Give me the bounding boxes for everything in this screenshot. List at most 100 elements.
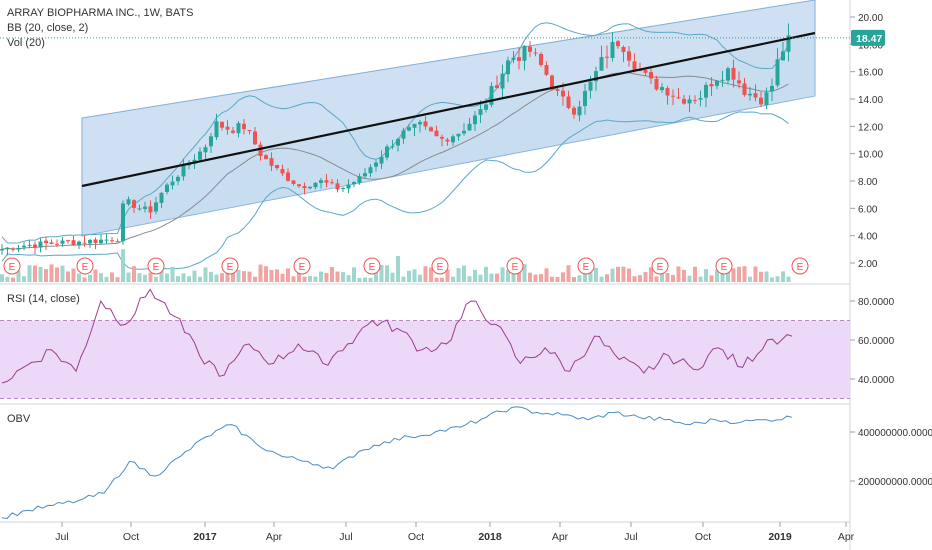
time-tick-label: Apr [838,531,855,543]
volume-bar [583,273,587,282]
candle-body [143,206,147,210]
candle-body [605,56,609,58]
last-price-label: 18.47 [856,33,882,45]
earnings-marker-letter: E [369,262,376,273]
candle-body [385,146,389,158]
price-tick-label: 4.00 [858,232,878,243]
volume-bar [132,266,136,282]
candle-body [258,144,263,157]
candle-body [88,239,92,244]
candle-body [324,180,329,183]
candle-body [484,104,488,110]
rsi-indicator-label[interactable]: RSI (14, close) [7,293,80,305]
volume-bar [363,277,367,282]
volume-bar [297,271,301,282]
earnings-marker [577,257,595,275]
volume-bar [302,276,307,282]
volume-bar [176,276,180,282]
candle-body [539,53,543,65]
volume-bar [352,267,356,282]
candle-body [478,109,483,115]
candle-body [264,155,268,160]
price-tick-label: 14.00 [858,95,883,106]
candle-body [115,241,120,243]
volume-bar [49,264,54,282]
candle-body [280,169,285,174]
volume-bar [148,272,153,282]
earnings-marker-letter: E [583,262,590,273]
volume-bar [566,265,571,282]
volume-bar [385,265,389,282]
volume-bar [220,273,224,282]
symbol-title[interactable]: ARRAY BIOPHARMA INC., 1W, BATS [7,7,194,19]
candle-body [16,248,21,250]
earnings-marker-letter: E [153,262,160,273]
candle-body [165,184,169,192]
candle-body [286,172,290,181]
volume-bar [368,277,373,282]
candle-body [121,203,125,242]
volume-bar [143,274,147,282]
volume-bar [319,271,323,282]
obv-line [1,406,793,520]
candle-body [544,64,549,75]
regression-channel [81,0,816,237]
candle-body [341,187,345,189]
candle-body [412,123,417,128]
rsi-tick-label: 60.0000 [858,336,895,347]
volume-bar [341,272,345,282]
volume-bar [693,266,697,282]
obv-indicator-label[interactable]: OBV [7,413,31,425]
candle-body [368,167,373,174]
candle-body [429,127,433,132]
candle-body [27,244,32,246]
candle-body [330,182,334,184]
candle-body [566,96,571,108]
volume-bar [676,266,681,282]
candle-body [748,93,752,96]
candle-body [198,151,202,160]
candle-body [522,45,527,61]
volume-bar [264,266,268,282]
volume-bar [192,270,197,282]
volume-bar [159,269,164,282]
volume-bar [594,267,598,282]
volume-bar [462,265,466,282]
candle-body [247,130,252,132]
candle-body [775,59,780,86]
candle-body [0,249,4,251]
candle-body [77,241,81,246]
volume-bar [649,267,653,282]
candle-body [110,240,114,242]
volume-bar [484,266,488,282]
volume-bar [22,276,26,282]
candle-body [66,240,70,242]
bollinger-middle [1,72,789,250]
volume-bar [445,269,450,282]
volume-bar [682,269,686,282]
volume-bar [346,275,351,282]
candle-body [225,126,230,130]
volume-bar [33,265,37,282]
candle-body [132,200,136,208]
volume-bar [627,268,631,282]
volume-bar [121,249,125,282]
candle-body [390,146,395,148]
volume-bar [660,269,664,282]
candle-body [253,131,257,145]
bb-indicator-label[interactable]: BB (20, close, 2) [7,22,89,34]
candle-body [22,245,26,248]
volume-bar [770,277,774,282]
candle-body [60,240,65,244]
candle-body [71,240,76,245]
candle-body [731,67,736,80]
candle-body [181,165,186,177]
earnings-marker [363,257,381,275]
volume-bar [242,271,246,282]
volume-indicator-label[interactable]: Vol (20) [7,37,45,49]
volume-bar [275,269,279,282]
rsi-line [1,288,793,384]
rsi-pane [0,288,850,399]
